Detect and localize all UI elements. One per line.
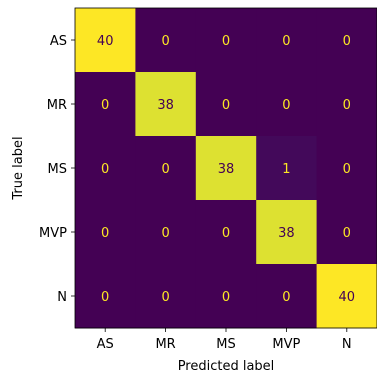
cell-MR-MS (195, 72, 257, 137)
cell-value-AS-N: 0 (343, 34, 351, 49)
x-axis-label: Predicted label (178, 359, 275, 374)
y-tick-label-MS: MS (48, 162, 67, 177)
x-tick-label-N: N (342, 337, 352, 352)
cell-MS-MS (195, 136, 257, 201)
cell-value-MS-MR: 0 (161, 162, 169, 177)
cell-MVP-MVP (256, 200, 318, 265)
cell-MS-MVP (256, 136, 318, 201)
cell-value-MR-AS: 0 (101, 98, 109, 113)
cell-value-MVP-AS: 0 (101, 226, 109, 241)
cell-value-MVP-MS: 0 (222, 226, 230, 241)
cell-value-MVP-MVP: 38 (278, 226, 295, 241)
cell-MS-AS (75, 136, 136, 201)
cell-MR-AS (75, 72, 136, 137)
cell-value-MS-MS: 38 (218, 162, 235, 177)
cell-value-N-MVP: 0 (282, 290, 290, 305)
cell-value-N-MS: 0 (222, 290, 230, 305)
cell-MR-MVP (256, 72, 318, 137)
cell-MR-N (316, 72, 377, 137)
cell-MVP-N (316, 200, 377, 265)
x-tick-label-MR: MR (155, 337, 175, 352)
y-tick-label-N: N (57, 290, 67, 305)
cell-value-MR-MR: 38 (157, 98, 174, 113)
cell-value-MVP-MR: 0 (161, 226, 169, 241)
cell-N-AS (75, 264, 136, 329)
x-tick-label-MS: MS (216, 337, 235, 352)
cell-value-MS-N: 0 (343, 162, 351, 177)
cell-MS-MR (135, 136, 197, 201)
cell-AS-MVP (256, 8, 318, 73)
cell-value-MR-N: 0 (343, 98, 351, 113)
cell-value-N-MR: 0 (161, 290, 169, 305)
x-tick-label-MVP: MVP (272, 337, 300, 352)
cell-AS-AS (75, 8, 136, 73)
y-tick-label-MR: MR (47, 98, 67, 113)
y-axis-label: True label (11, 136, 26, 200)
cell-value-MR-MS: 0 (222, 98, 230, 113)
cell-value-MVP-N: 0 (343, 226, 351, 241)
x-tick-label-AS: AS (97, 337, 114, 352)
cell-value-N-N: 40 (339, 290, 356, 305)
cell-value-AS-MVP: 0 (282, 34, 290, 49)
cell-AS-MS (195, 8, 257, 73)
ticks-layer: AS MR MS MVP N AS MR MS MVP N (39, 34, 352, 352)
cell-value-MR-MVP: 0 (282, 98, 290, 113)
cell-N-MS (195, 264, 257, 329)
y-tick-label-AS: AS (50, 34, 67, 49)
cell-value-N-AS: 0 (101, 290, 109, 305)
cell-N-MVP (256, 264, 318, 329)
cell-N-MR (135, 264, 197, 329)
cells-layer: 40 0 0 0 0 0 38 0 0 0 0 0 38 1 0 0 0 0 38 0 0 0 0 0 40 (75, 8, 377, 329)
cell-MR-MR (135, 72, 197, 137)
cell-MVP-MR (135, 200, 197, 265)
cell-value-AS-MS: 0 (222, 34, 230, 49)
plot-frame (74, 7, 377, 329)
cell-N-N (316, 264, 377, 329)
cell-MS-N (316, 136, 377, 201)
y-tick-label-MVP: MVP (39, 226, 67, 241)
cell-MVP-MS (195, 200, 257, 265)
cell-value-AS-MR: 0 (161, 34, 169, 49)
cell-value-MS-MVP: 1 (282, 162, 290, 177)
cell-value-AS-AS: 40 (97, 34, 114, 49)
cell-value-MS-AS: 0 (101, 162, 109, 177)
cell-AS-N (316, 8, 377, 73)
cell-AS-MR (135, 8, 197, 73)
cell-MVP-AS (75, 200, 136, 265)
